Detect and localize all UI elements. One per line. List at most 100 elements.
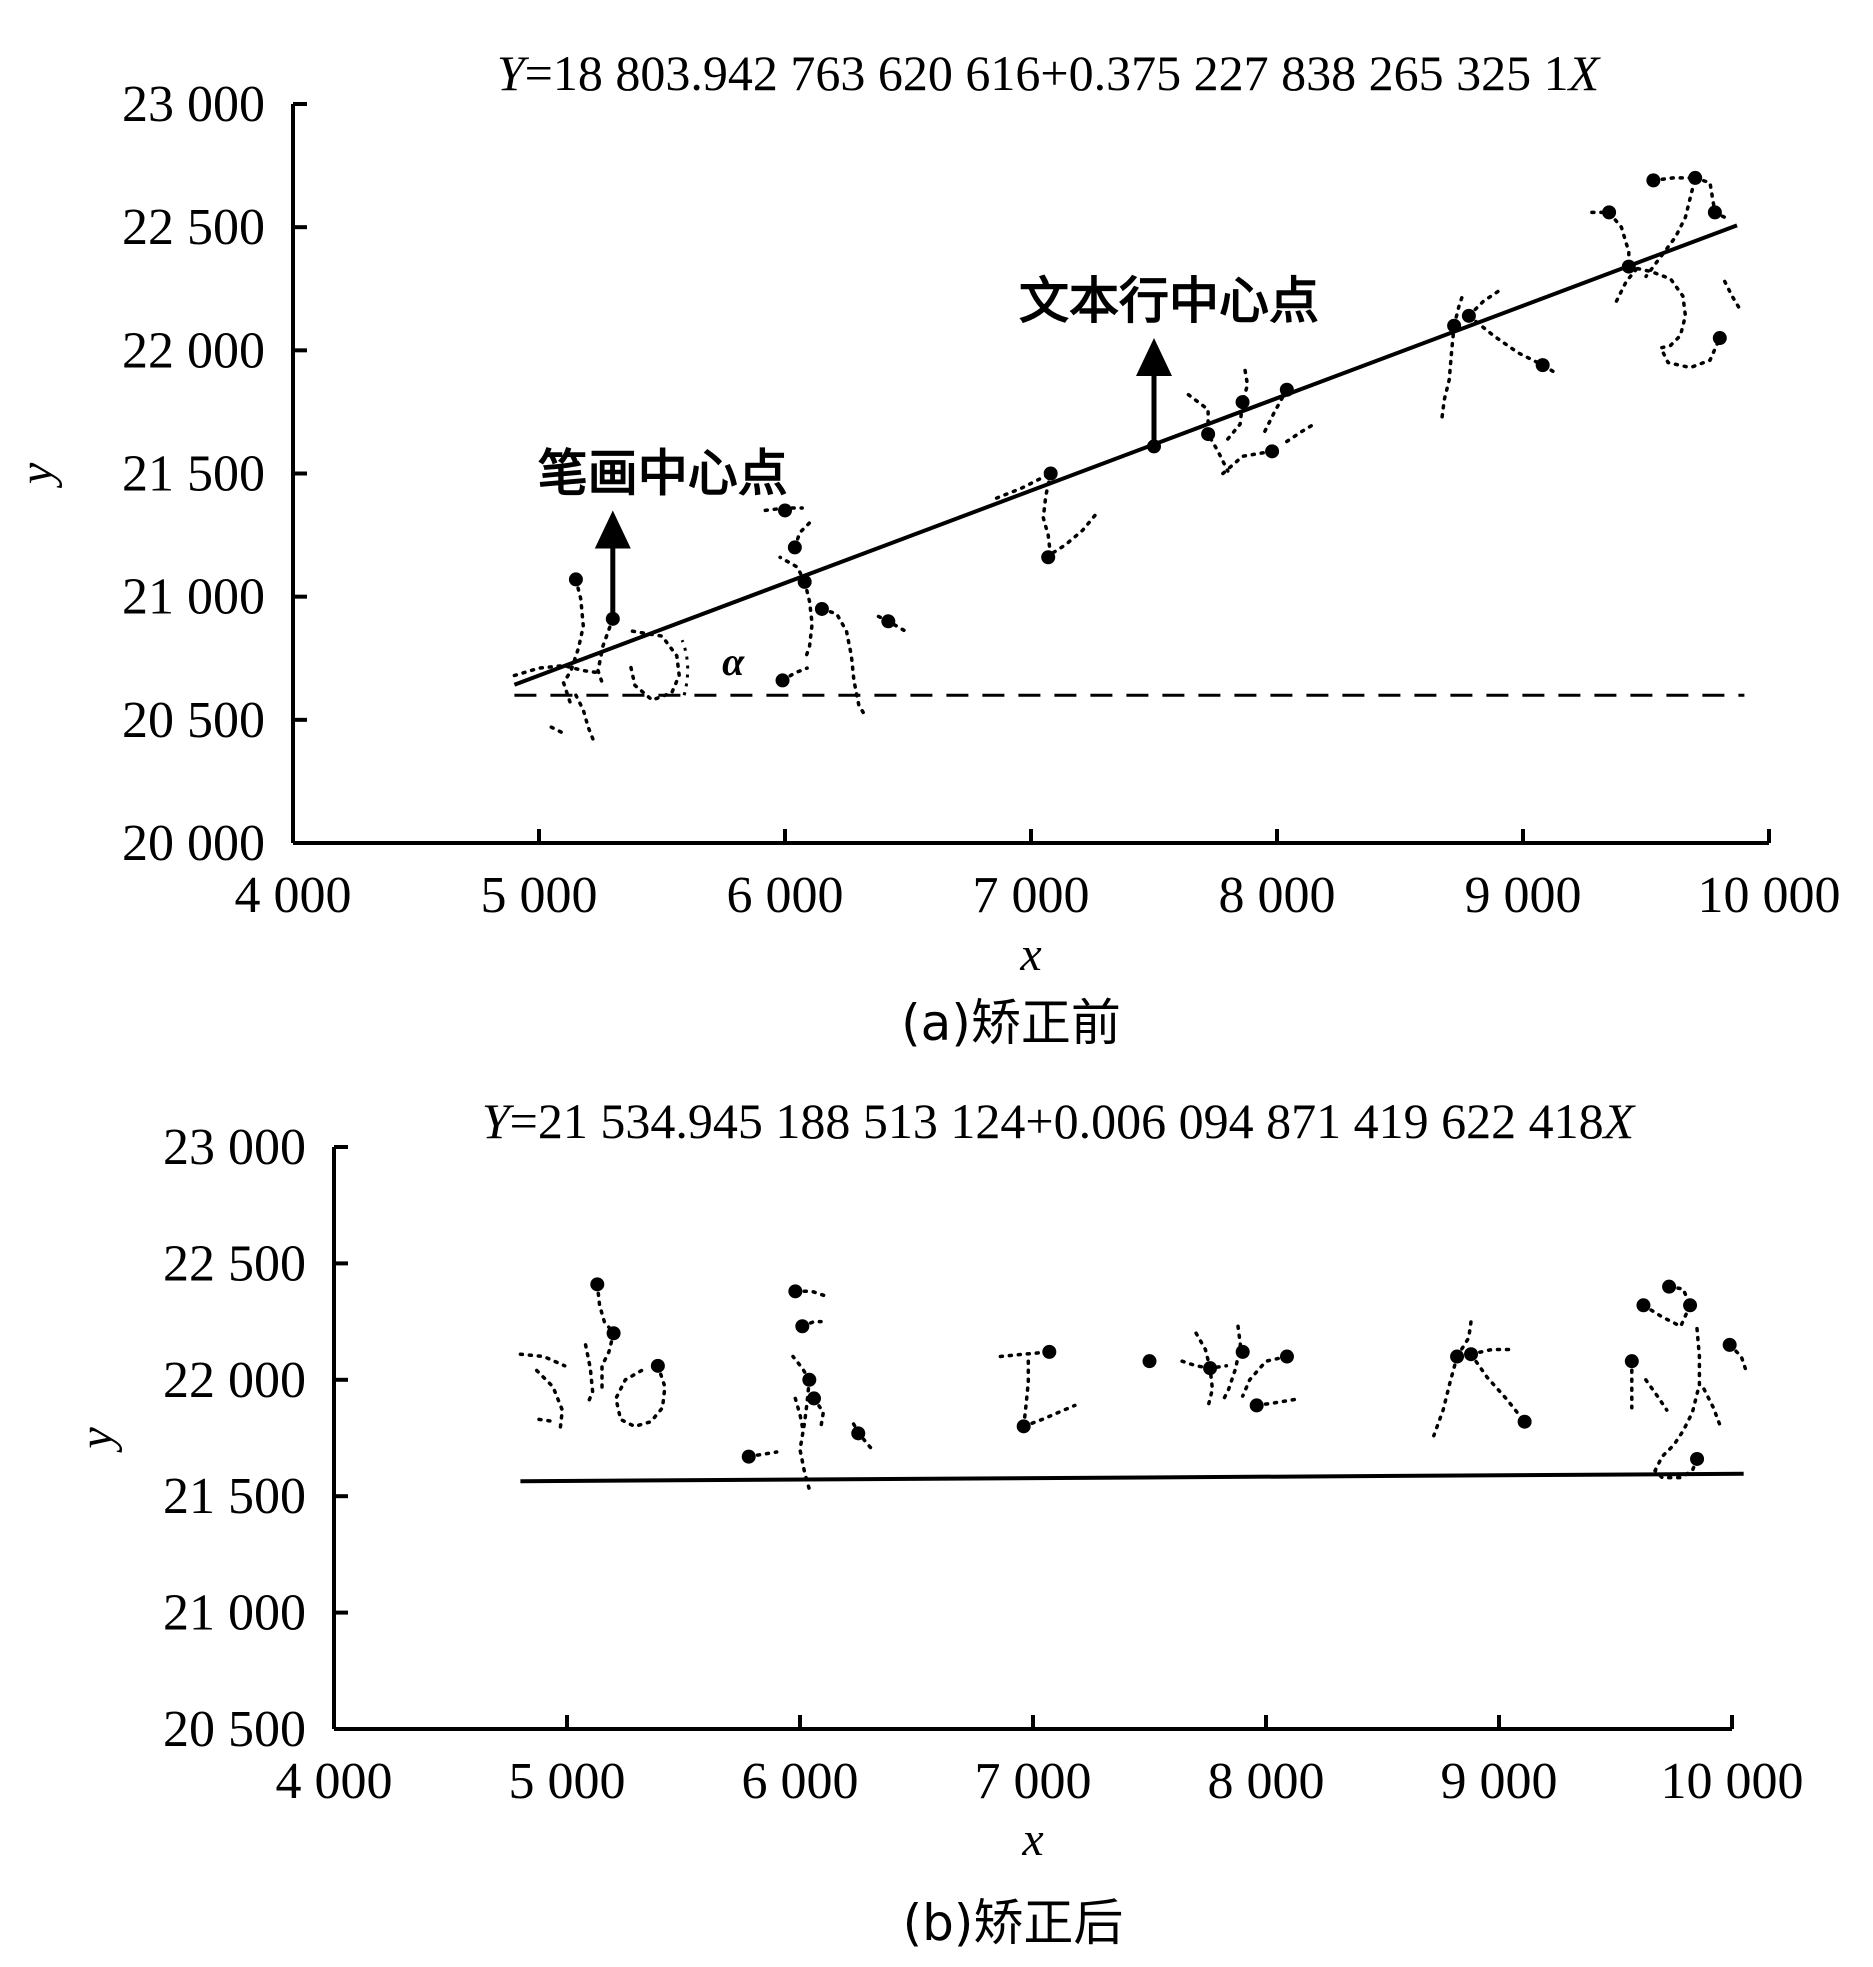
x-tick-label: 4 000: [235, 867, 352, 924]
y-tick-label: 22 500: [163, 1235, 306, 1292]
stroke-center-point: [1461, 308, 1476, 323]
annotation-label: 文本行中心点: [1019, 272, 1319, 330]
handwriting-stroke: [628, 629, 681, 703]
y-tick-label: 20 500: [122, 692, 265, 749]
handwriting-stroke: [1041, 471, 1053, 560]
stroke-center-point: [1683, 1298, 1698, 1313]
x-tick-label: 7 000: [973, 867, 1090, 924]
handwriting-stroke: [1219, 1324, 1243, 1405]
angle-label: α: [722, 639, 745, 684]
stroke-center-point: [1279, 382, 1294, 397]
stroke-center-point: [606, 1326, 621, 1341]
stroke-center-point: [1042, 1344, 1057, 1359]
handwriting-stroke: [1254, 1396, 1303, 1408]
y-tick-label: 20 000: [122, 815, 265, 872]
stroke-center-point: [1602, 205, 1617, 220]
handwriting-stroke: [1021, 1403, 1077, 1429]
handwriting-stroke: [518, 1352, 567, 1368]
stroke-center-point: [1249, 1398, 1264, 1413]
stroke-center-point: [797, 574, 812, 589]
stroke-center-point: [775, 673, 790, 688]
y-tick-label: 22 000: [122, 322, 265, 379]
stroke-center-point: [1203, 1361, 1218, 1376]
stroke-center-point: [1265, 444, 1280, 459]
stroke-center-point: [1464, 1347, 1479, 1362]
handwriting-stroke: [534, 1368, 565, 1433]
y-tick-label: 20 500: [163, 1701, 306, 1758]
y-tick-label: 21 500: [122, 446, 265, 503]
stroke-center-point: [795, 1319, 810, 1334]
stroke-center-point: [881, 614, 896, 629]
y-axis-label: y: [10, 462, 63, 489]
x-tick-label: 9 000: [1465, 867, 1582, 924]
handwriting-stroke: [1021, 1359, 1031, 1429]
handwriting-stroke: [583, 1343, 595, 1405]
handwriting-stroke: [1432, 1354, 1459, 1438]
handwriting-stroke: [595, 1282, 616, 1335]
stroke-center-point: [814, 601, 829, 616]
fit-equation: Y=21 534.945 188 513 124+0.006 094 871 4…: [482, 1093, 1637, 1149]
handwriting-stroke: [1226, 368, 1250, 441]
handwriting-stroke: [1727, 1343, 1748, 1373]
handwriting-stroke: [1469, 1352, 1527, 1424]
y-tick-label: 23 000: [122, 76, 265, 133]
annotation-label: 笔画中心点: [538, 444, 788, 502]
handwriting-stroke: [800, 1319, 823, 1329]
x-tick-label: 10 000: [1698, 867, 1841, 924]
angle-arc: [680, 639, 690, 696]
stroke-center-point: [1279, 1349, 1294, 1364]
handwriting-stroke: [1440, 323, 1456, 422]
stroke-center-point: [1517, 1414, 1532, 1429]
handwriting-stroke: [778, 555, 807, 584]
handwriting-stroke: [1186, 392, 1230, 473]
handwriting-stroke: [596, 617, 615, 688]
stroke-center-point: [1142, 1354, 1157, 1369]
stroke-center-point: [1646, 173, 1661, 188]
handwriting-stroke: [614, 1364, 667, 1429]
stroke-center-point: [1201, 427, 1216, 442]
handwriting-stroke: [1044, 513, 1097, 560]
y-tick-label: 23 000: [163, 1119, 306, 1176]
handwriting-stroke: [1285, 422, 1316, 444]
stroke-center-point: [778, 503, 792, 518]
handwriting-stroke: [812, 1396, 826, 1429]
handwriting-stroke: [994, 471, 1053, 500]
stroke-center-point: [1043, 466, 1058, 481]
x-tick-label: 9 000: [1441, 1753, 1558, 1810]
panel-caption: (a)矫正前: [901, 994, 1121, 1052]
regression-line: [513, 223, 1738, 687]
handwriting-stroke: [1455, 1319, 1473, 1359]
stroke-center-point: [1450, 1349, 1465, 1364]
x-tick-label: 5 000: [481, 867, 598, 924]
x-axis-label: x: [1019, 928, 1041, 981]
stroke-center-point: [1621, 259, 1636, 274]
handwriting-stroke: [1467, 314, 1557, 375]
annotation-arrow-head: [594, 510, 631, 549]
stroke-center-point: [1016, 1419, 1031, 1434]
handwriting-stroke: [561, 577, 586, 707]
x-axis-label: x: [1021, 1813, 1043, 1866]
y-axis-label: y: [70, 1427, 123, 1454]
stroke-center-point: [741, 1449, 756, 1464]
handwriting-stroke: [998, 1350, 1052, 1359]
handwriting-stroke: [574, 693, 595, 742]
handwriting-stroke: [802, 580, 814, 663]
handwriting-stroke: [1180, 1359, 1229, 1370]
annotation-arrow-head: [1136, 338, 1172, 377]
stroke-center-point: [788, 1284, 803, 1299]
y-tick-label: 22 500: [122, 199, 265, 256]
y-tick-label: 21 000: [122, 569, 265, 626]
handwriting-stroke: [1644, 1378, 1669, 1412]
stroke-center-point: [1707, 205, 1722, 220]
handwriting-stroke: [537, 1417, 558, 1424]
handwriting-stroke: [1221, 449, 1274, 476]
stroke-center-point: [1147, 439, 1161, 454]
handwriting-stroke: [600, 1331, 616, 1394]
x-tick-label: 4 000: [276, 1753, 393, 1810]
x-tick-label: 8 000: [1219, 867, 1336, 924]
handwriting-stroke: [820, 607, 868, 720]
stroke-center-point: [787, 540, 802, 555]
stroke-center-point: [1690, 1451, 1705, 1466]
